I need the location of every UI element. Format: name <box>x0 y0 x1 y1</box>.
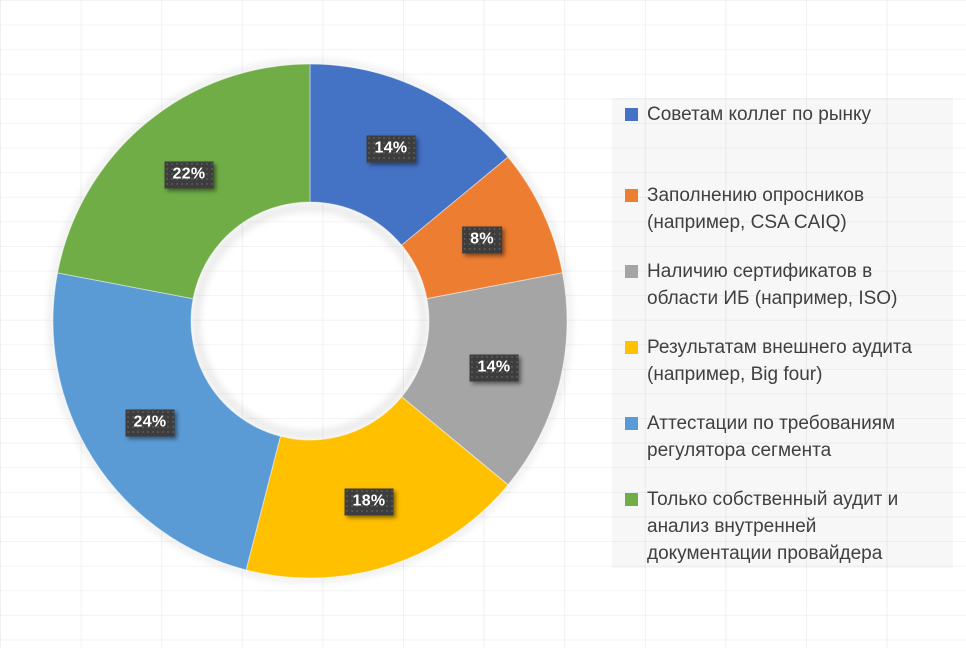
data-label-6: 22% <box>164 161 214 189</box>
legend-color-swatch <box>625 108 638 121</box>
legend-item-1: Советам коллег по рынку <box>625 101 945 128</box>
legend-item-6: Только собственный аудит и анализ внутре… <box>625 486 945 567</box>
legend-color-swatch <box>625 417 638 430</box>
legend-color-swatch <box>625 493 638 506</box>
donut-slice-4 <box>245 396 509 579</box>
legend-item-4: Результатам внешнего аудита (например, B… <box>625 334 945 388</box>
legend-item-label: Наличию сертификатов в области ИБ (напри… <box>647 261 898 309</box>
legend-item-5: Аттестации по требованиям регулятора сег… <box>625 410 945 464</box>
legend-item-label: Результатам внешнего аудита (например, B… <box>647 337 912 385</box>
data-label-1: 14% <box>366 135 416 163</box>
legend-item-3: Наличию сертификатов в области ИБ (напри… <box>625 258 945 312</box>
donut-hole-shadow <box>191 202 429 440</box>
legend-color-swatch <box>625 265 638 278</box>
donut-outer-shadow <box>48 59 572 583</box>
data-label-5: 24% <box>125 409 175 437</box>
legend-item-2: Заполнению опросников (например, CSA CAI… <box>625 182 945 236</box>
data-label-4: 18% <box>344 488 394 516</box>
data-label-3: 14% <box>469 354 519 382</box>
legend-item-label: Советам коллег по рынку <box>647 104 872 125</box>
legend-item-label: Только собственный аудит и анализ внутре… <box>647 489 899 564</box>
legend-item-label: Аттестации по требованиям регулятора сег… <box>647 413 896 461</box>
chart-legend: Советам коллег по рынку Заполнению опросн… <box>612 98 953 568</box>
data-label-2: 8% <box>462 226 502 254</box>
legend-color-swatch <box>625 189 638 202</box>
legend-color-swatch <box>625 341 638 354</box>
legend-item-label: Заполнению опросников (например, CSA CAI… <box>647 185 865 233</box>
